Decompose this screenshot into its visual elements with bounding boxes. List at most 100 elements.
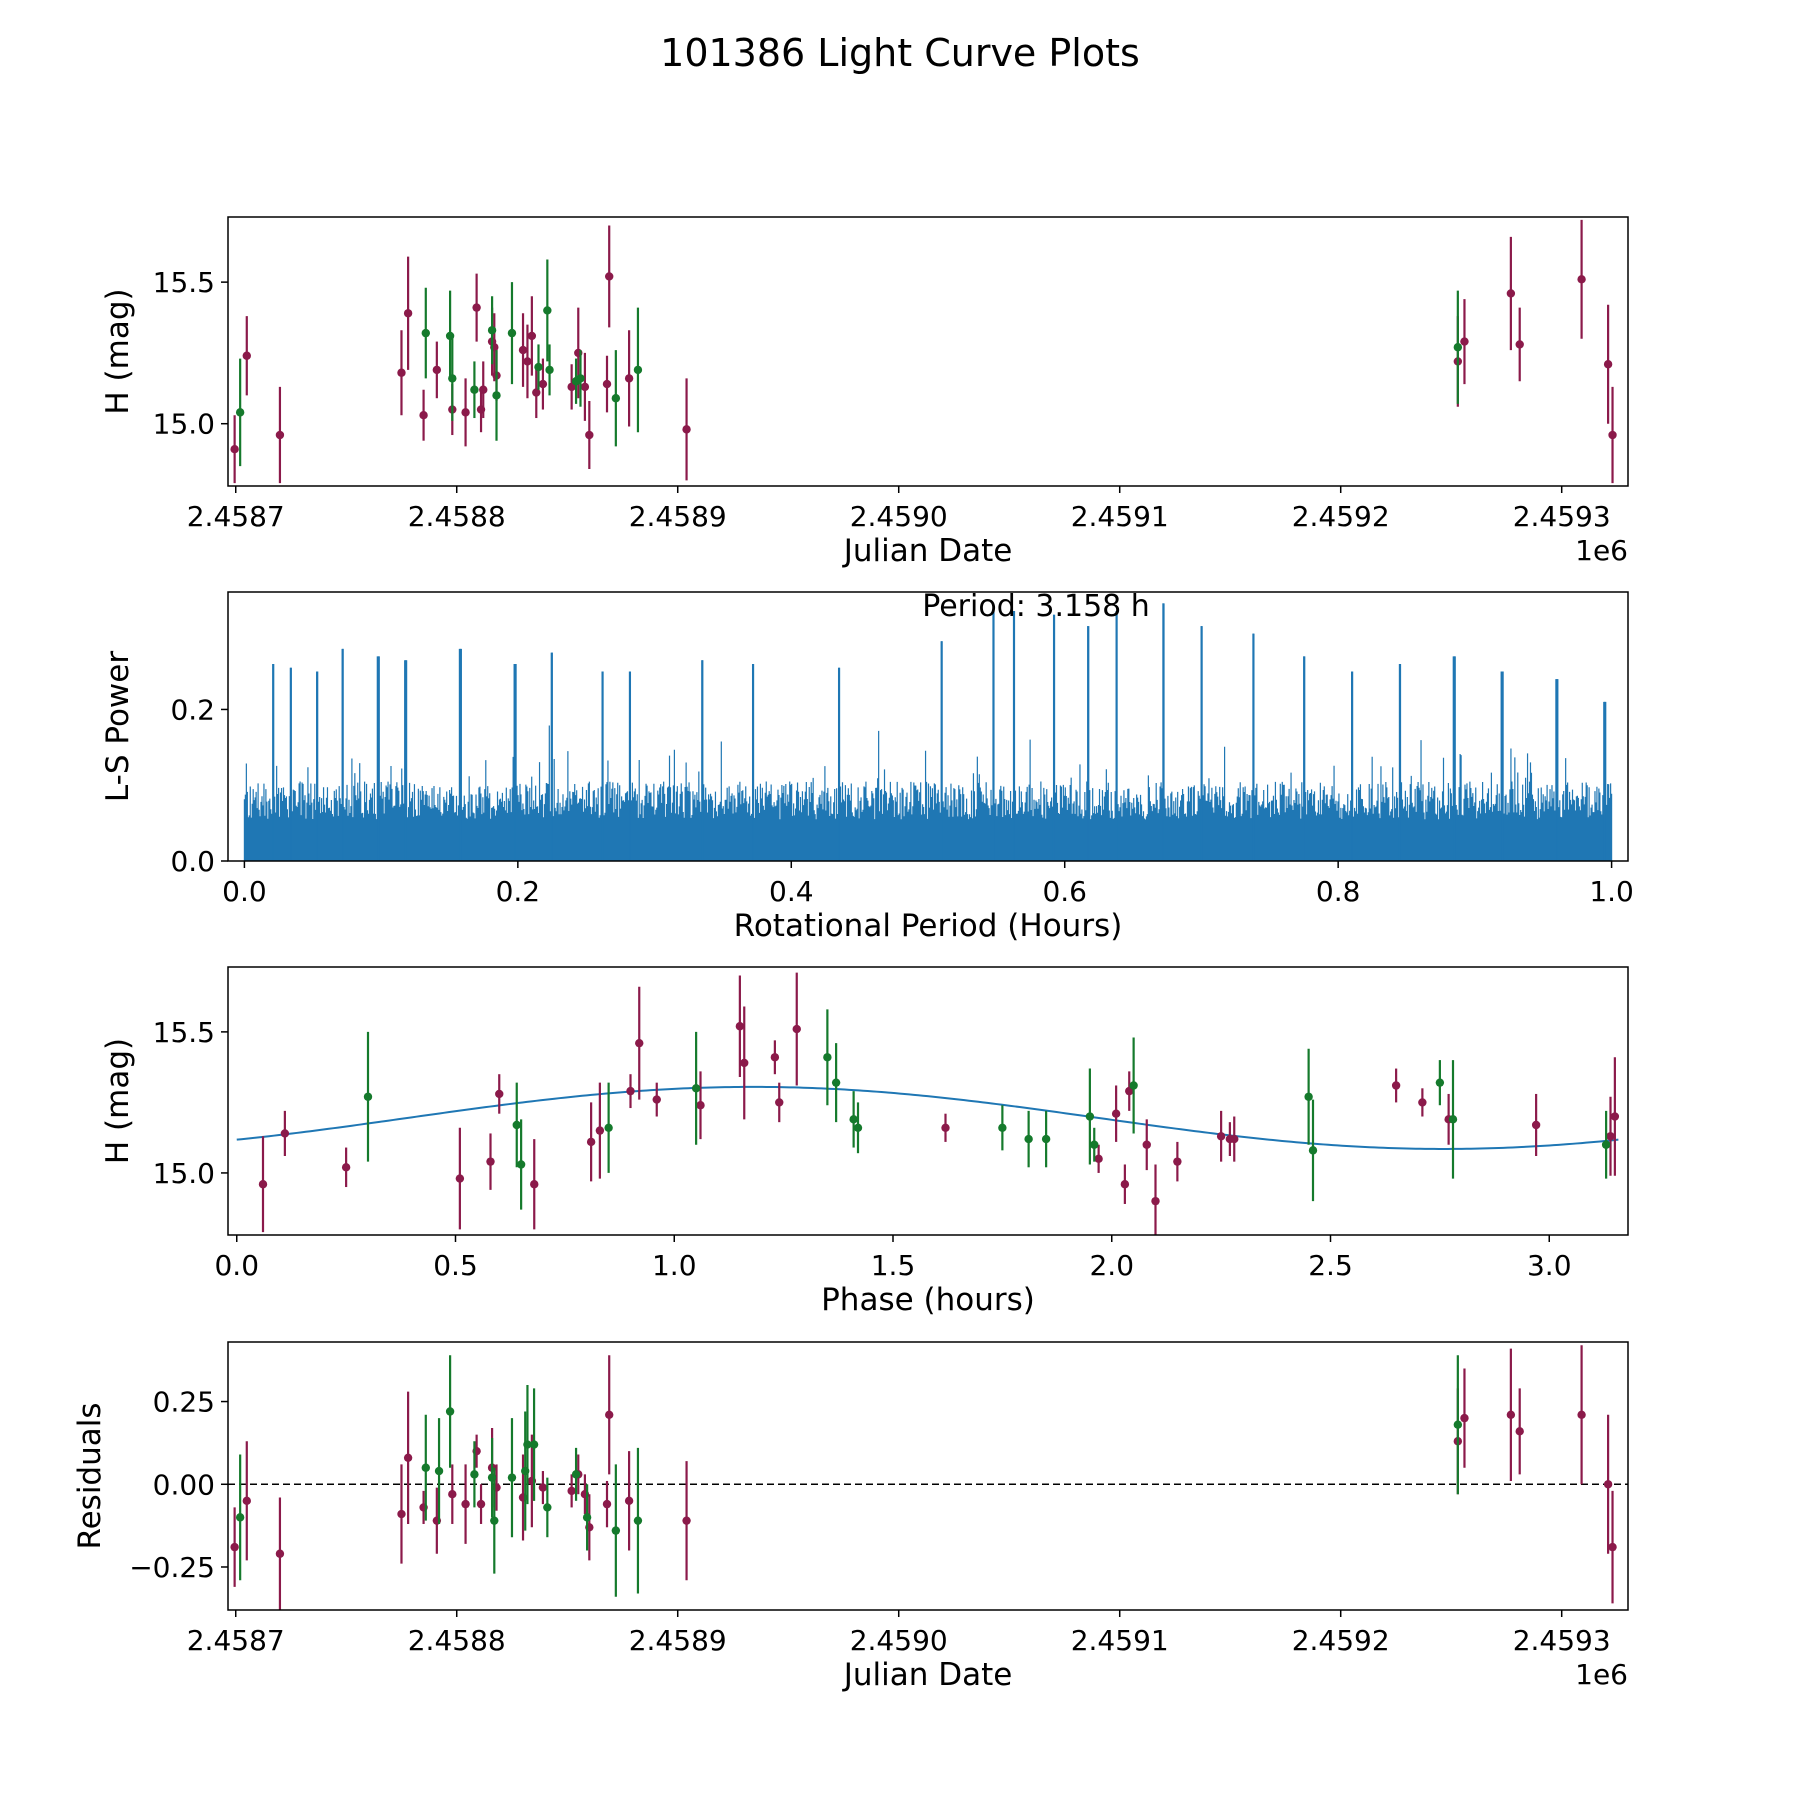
data-point	[455, 1174, 465, 1183]
data-point	[538, 379, 548, 389]
data-point	[545, 365, 554, 375]
data-point	[1151, 1196, 1160, 1206]
series-filter-2	[235, 1355, 1463, 1597]
y-tick-label: −0.25	[129, 1551, 215, 1584]
x-tick-label: 2.5	[1308, 1249, 1353, 1282]
data-point	[523, 357, 532, 366]
x-tick-label: 0.5	[433, 1249, 478, 1282]
data-point	[682, 425, 691, 434]
data-point	[652, 1095, 661, 1104]
model-curve	[236, 1085, 1619, 1150]
data-point	[461, 408, 470, 417]
data-point	[445, 1407, 455, 1416]
x-tick-label: 2.4588	[408, 1624, 506, 1657]
x-tick-label: 0.0	[222, 875, 267, 908]
data-point	[682, 1516, 691, 1525]
x-axis-label: Julian Date	[842, 1657, 1013, 1693]
data-point	[626, 1086, 635, 1096]
data-point	[472, 303, 481, 312]
data-point	[1515, 340, 1524, 349]
axes-lightcurve: 2.4587 2.4588 2.4589 2.4590 2.4591 2.4592 2.45…	[100, 266, 1628, 569]
data-point	[230, 1542, 239, 1552]
data-point	[831, 1078, 841, 1087]
x-tick-label: 2.4593	[1513, 1624, 1611, 1657]
y-tick-label: 15.5	[153, 266, 215, 299]
data-point	[1435, 1078, 1445, 1087]
x-tick-label: 2.4591	[1071, 500, 1169, 533]
data-point	[1304, 1092, 1313, 1101]
data-point	[397, 368, 406, 377]
series-filter-2	[235, 259, 1463, 467]
y-tick-label: 0.00	[153, 1468, 215, 1501]
data-point	[611, 394, 621, 403]
data-point	[1041, 1134, 1051, 1144]
data-point	[633, 365, 643, 375]
data-point	[280, 1129, 290, 1138]
data-point	[1453, 1420, 1463, 1429]
y-tick-label: 0.25	[153, 1386, 215, 1419]
data-point	[512, 1120, 521, 1130]
data-point	[1601, 1140, 1611, 1149]
data-point	[1173, 1157, 1182, 1166]
data-point	[1391, 1081, 1401, 1090]
data-point	[998, 1123, 1007, 1133]
x-tick-label: 0.6	[1042, 875, 1087, 908]
data-point	[242, 1496, 251, 1506]
data-point	[448, 374, 457, 383]
data-point	[538, 1483, 548, 1492]
x-tick-label: 0.0	[214, 1249, 259, 1282]
data-point	[421, 328, 430, 338]
data-point	[230, 444, 239, 454]
data-point	[1608, 1542, 1617, 1552]
plot-frame-phased	[227, 966, 1629, 1236]
figure-title: 101386 Light Curve Plots	[660, 31, 1140, 75]
data-point	[434, 1466, 444, 1476]
data-point	[1418, 1098, 1427, 1107]
x-tick-label: 1.0	[652, 1249, 697, 1282]
data-point	[448, 1489, 457, 1499]
data-point	[523, 1440, 532, 1449]
x-axis-label: Rotational Period (Hours)	[734, 908, 1123, 944]
axes-periodogram: 0.0 0.2 0.4 0.6 0.8 1.0 0.0 0.2 Rotational Perio…	[100, 651, 1634, 944]
data-point	[518, 345, 528, 355]
data-point	[611, 1526, 621, 1535]
data-point	[567, 382, 576, 392]
x-tick-label: 0.8	[1316, 875, 1361, 908]
x-axis-label: Julian Date	[842, 533, 1013, 569]
x-tick-label: 2.4590	[850, 1624, 948, 1657]
y-axis-label: Residuals	[72, 1402, 108, 1549]
data-point	[258, 1180, 268, 1189]
data-point	[691, 1084, 701, 1093]
data-point	[516, 1160, 526, 1169]
series-filter-1	[258, 972, 1620, 1235]
data-point	[605, 272, 614, 281]
data-point	[543, 1503, 552, 1512]
data-point	[1111, 1109, 1121, 1118]
data-point	[476, 1499, 486, 1509]
data-point	[696, 1101, 705, 1110]
data-point	[403, 1453, 413, 1463]
data-point	[586, 1137, 596, 1147]
data-point	[432, 365, 442, 375]
data-point	[1142, 1140, 1151, 1149]
data-point	[849, 1115, 858, 1124]
data-point	[770, 1053, 780, 1062]
x-tick-label: 2.4590	[850, 500, 948, 533]
data-point	[1531, 1120, 1541, 1130]
data-point	[532, 388, 541, 397]
data-point	[1460, 337, 1469, 346]
data-point	[576, 374, 585, 383]
data-point	[1129, 1081, 1138, 1090]
data-point	[585, 430, 594, 440]
y-tick-label: 0.2	[170, 693, 215, 726]
data-point	[775, 1098, 784, 1107]
data-point	[604, 1123, 613, 1133]
data-point	[507, 328, 517, 338]
x-tick-label: 2.0	[1089, 1249, 1134, 1282]
data-point	[1610, 1112, 1620, 1121]
data-point	[487, 326, 497, 335]
data-point	[1577, 275, 1586, 284]
data-point	[479, 385, 488, 394]
